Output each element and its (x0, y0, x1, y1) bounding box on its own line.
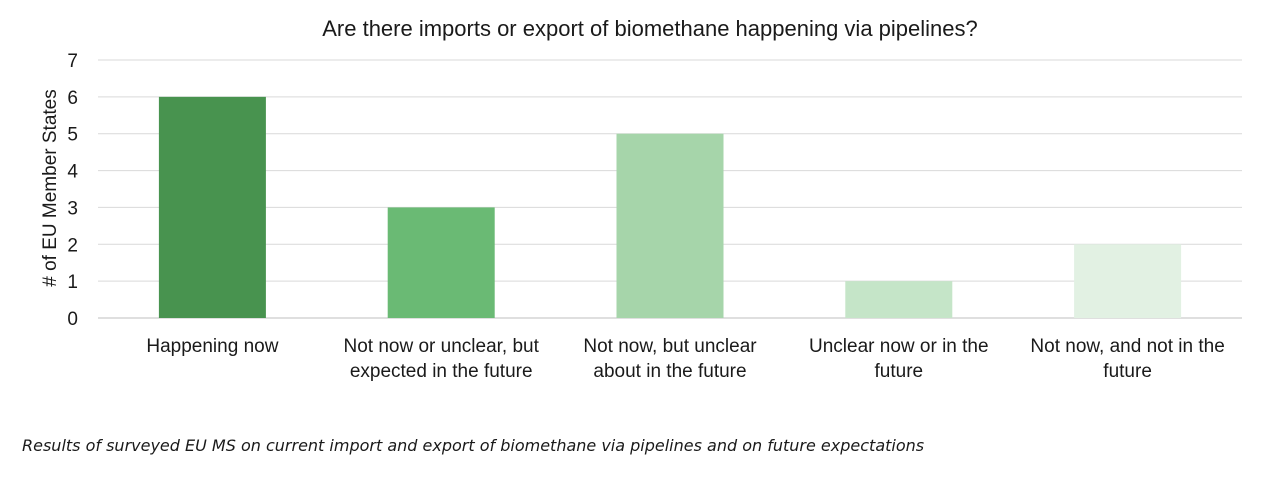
x-category-label-line: Not now, and not in the (1030, 336, 1224, 357)
y-tick-label: 4 (67, 162, 78, 183)
bar (387, 207, 495, 318)
y-tick-label: 3 (67, 198, 78, 219)
bars (158, 96, 1182, 318)
x-category-label-line: Happening now (146, 336, 278, 357)
x-category-label: Unclear now or in the future (809, 336, 989, 382)
x-category-label: Not now, but unclear about in the future (583, 336, 757, 382)
chart: Are there imports or export of biomethan… (40, 16, 1242, 382)
y-tick-label: 6 (67, 88, 78, 109)
x-category-label-line: future (875, 361, 924, 382)
x-category-label-line: Unclear now or in the (809, 336, 989, 357)
x-category-label: Happening now (146, 336, 278, 357)
chart-title: Are there imports or export of biomethan… (322, 16, 978, 41)
x-category-label-line: Not now, but unclear (583, 336, 757, 357)
y-tick-label: 0 (67, 309, 78, 330)
x-category-label-line: future (1103, 361, 1152, 382)
bar (1074, 244, 1182, 318)
y-tick-label: 1 (67, 272, 78, 293)
figure-caption: Results of surveyed EU MS on current imp… (22, 436, 925, 455)
y-tick-label: 5 (67, 125, 78, 146)
bar (158, 96, 266, 318)
y-axis-label: # of EU Member States (40, 89, 61, 286)
x-category-label-line: about in the future (593, 361, 746, 382)
x-category-label: Not now, and not in the future (1030, 336, 1224, 382)
y-axis-ticks: 0 1 2 3 4 5 6 7 (67, 51, 78, 330)
x-axis-labels: Happening now Not now or unclear, but expe… (146, 336, 1224, 382)
y-tick-label: 7 (67, 51, 78, 72)
x-category-label-line: expected in the future (350, 361, 533, 382)
y-tick-label: 2 (67, 235, 78, 256)
x-category-label-line: Not now or unclear, but (344, 336, 540, 357)
x-category-label: Not now or unclear, but expected in the f… (344, 336, 540, 382)
bar-chart: Are there imports or export of biomethan… (40, 16, 1242, 382)
bar (845, 281, 953, 318)
bar (616, 133, 724, 318)
